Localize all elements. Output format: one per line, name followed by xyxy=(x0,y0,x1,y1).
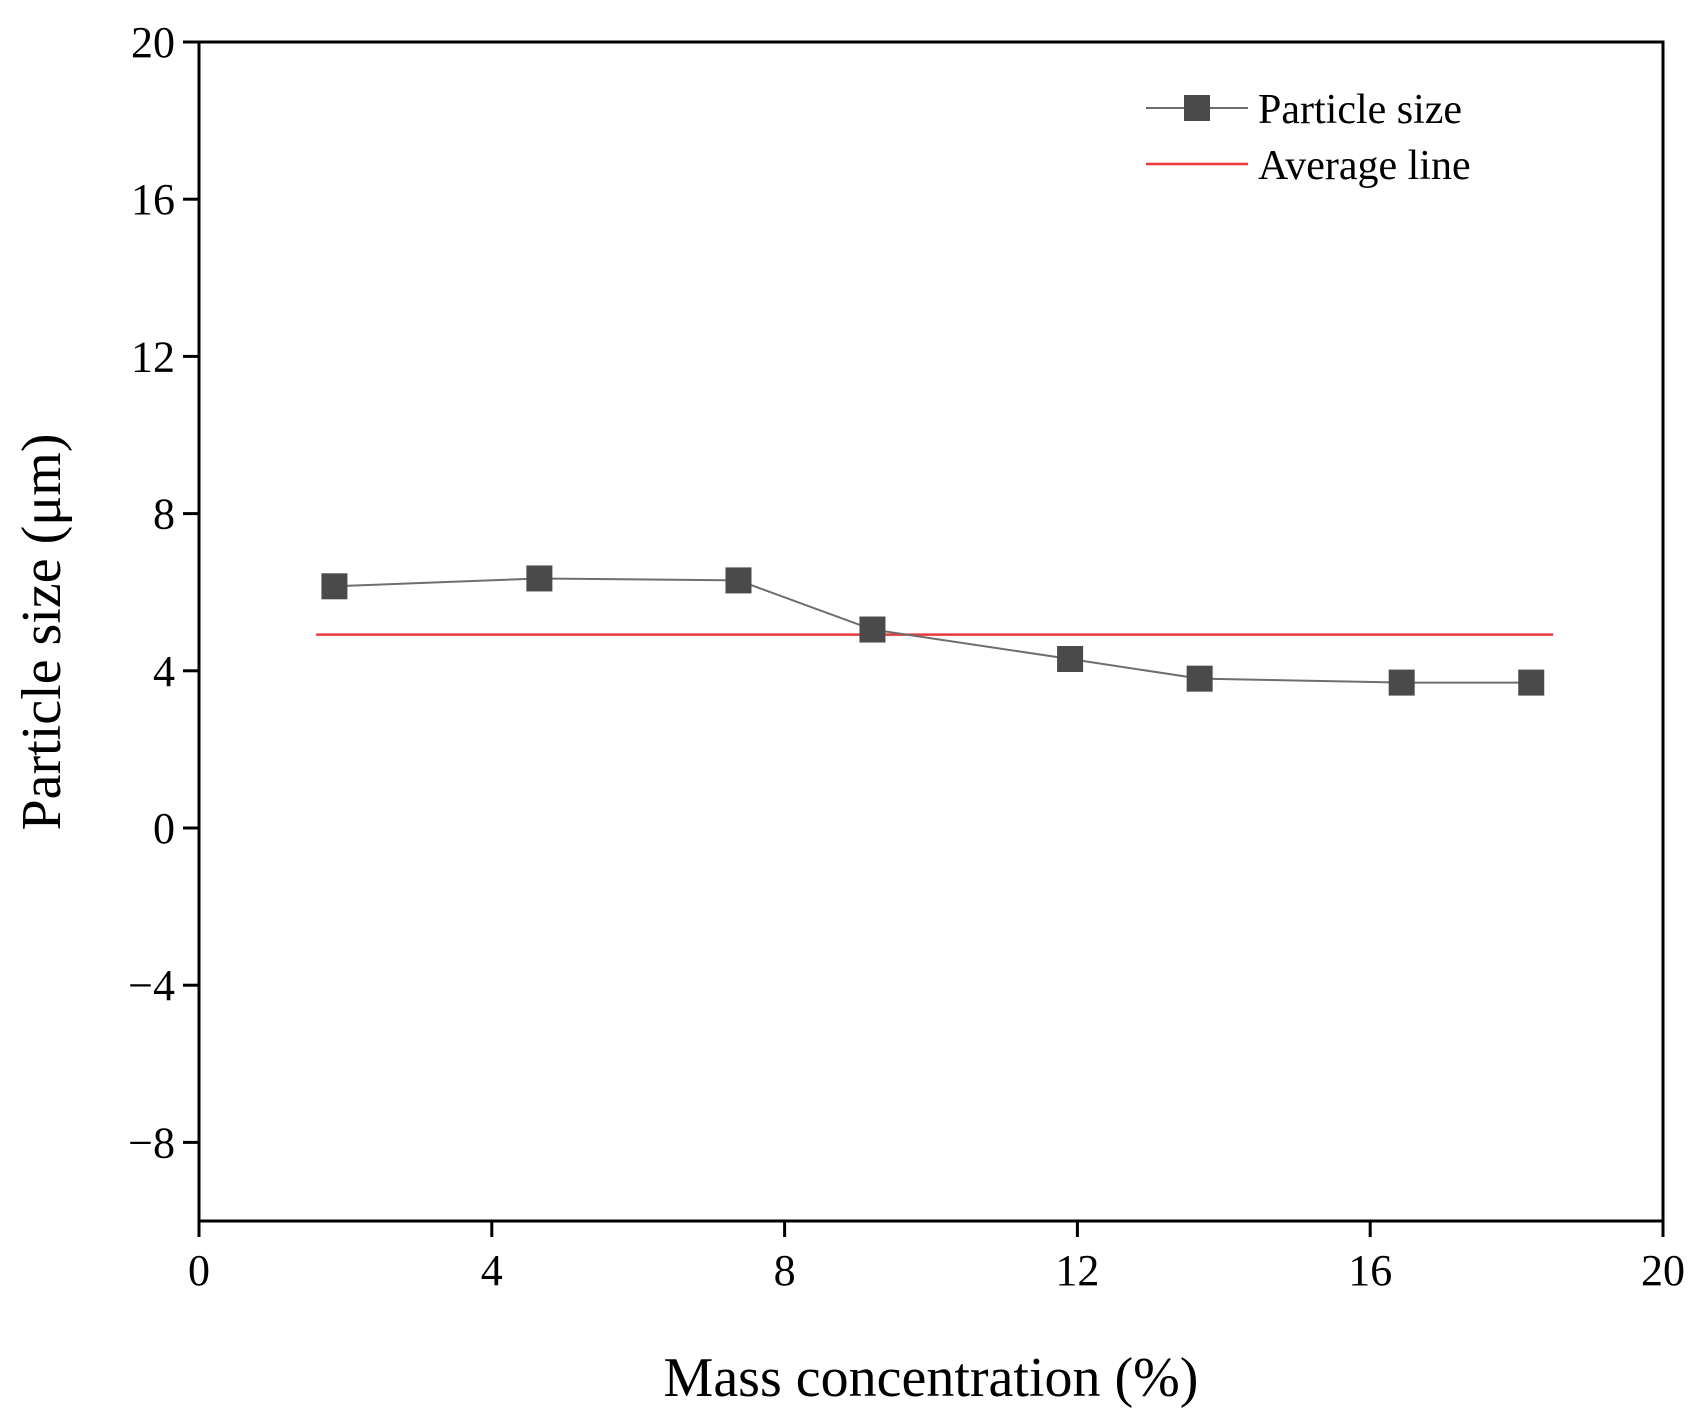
particle-size-point xyxy=(1057,646,1084,673)
y-axis: −8 −4 0 4 8 12 16 20 xyxy=(128,18,199,1167)
x-tick-label: 16 xyxy=(1348,1246,1392,1295)
particle-size-point xyxy=(859,616,886,643)
legend-particle-size-marker xyxy=(1184,95,1210,121)
y-tick-label: 20 xyxy=(131,18,175,67)
particle-size-point xyxy=(1388,669,1415,696)
x-axis-title: Mass concentration (%) xyxy=(664,1347,1199,1409)
legend: Particle size Average line xyxy=(1146,87,1471,189)
x-tick-label: 4 xyxy=(481,1246,503,1295)
y-tick-label: 4 xyxy=(153,647,175,696)
legend-particle-size-label: Particle size xyxy=(1258,87,1462,133)
x-tick-label: 8 xyxy=(774,1246,796,1295)
series-layer xyxy=(316,565,1554,696)
x-axis: 0 4 8 12 16 20 xyxy=(188,1221,1685,1295)
y-tick-label: 8 xyxy=(153,490,175,539)
y-tick-label: 12 xyxy=(131,332,175,381)
y-tick-label: −4 xyxy=(128,961,175,1010)
particle-size-point xyxy=(1518,669,1545,696)
y-tick-label: 0 xyxy=(153,804,175,853)
y-axis-title: Particle size (μm) xyxy=(11,434,73,831)
particle-size-line xyxy=(334,577,1532,684)
x-tick-label: 0 xyxy=(188,1246,210,1295)
particle-size-point xyxy=(526,565,553,592)
legend-average-line-label: Average line xyxy=(1258,143,1471,189)
particle-size-point xyxy=(725,567,752,594)
particle-size-point xyxy=(321,573,348,600)
x-tick-label: 12 xyxy=(1055,1246,1099,1295)
y-tick-label: −8 xyxy=(128,1118,175,1167)
x-tick-label: 20 xyxy=(1641,1246,1685,1295)
y-tick-label: 16 xyxy=(131,175,175,224)
particle-size-point xyxy=(1186,665,1213,692)
plot-frame xyxy=(197,40,1665,1223)
